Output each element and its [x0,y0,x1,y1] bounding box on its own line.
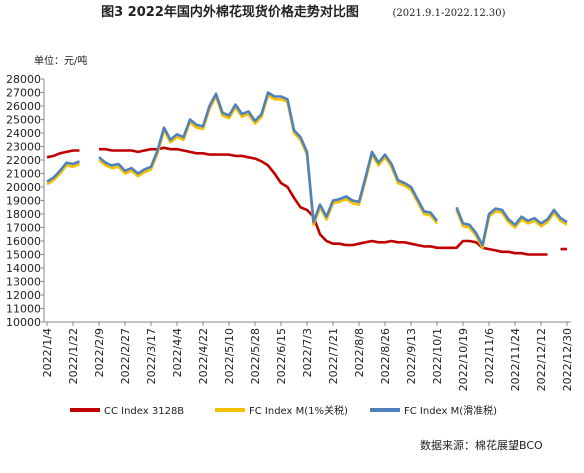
y-tick-label: 16000 [6,235,41,248]
legend-label: FC Index M(1%关税) [249,404,348,417]
y-tick-label: 11000 [6,303,41,316]
y-tick-label: 15000 [6,249,41,262]
y-tick-label: 20000 [6,181,41,194]
legend-label: CC Index 3128B [104,406,184,417]
y-tick-label: 27000 [6,87,41,100]
x-tick-label: 2022/8/26 [379,328,392,384]
x-tick-label: 2022/8/8 [353,328,366,377]
y-tick-label: 28000 [6,73,41,86]
x-tick-label: 2022/5/10 [223,328,236,384]
chart-subtitle: (2021.9.1-2022.12.30) [393,8,506,19]
y-tick-label: 17000 [6,222,41,235]
x-tick-label: 2022/4/4 [171,328,184,377]
x-tick-label: 2022/11/24 [509,328,522,391]
y-tick-label: 13000 [6,276,41,289]
series-line [46,91,568,247]
y-tick-label: 24000 [6,127,41,140]
x-tick-label: 2022/3/17 [145,328,158,384]
y-tick-label: 26000 [6,100,41,113]
series-line [46,146,567,256]
x-tick-label: 2022/12/30 [561,328,574,391]
y-tick-label: 22000 [6,154,41,167]
y-tick-label: 18000 [6,208,41,221]
x-tick-label: 2022/4/22 [197,328,210,384]
x-tick-label: 2022/1/4 [41,328,54,377]
y-tick-label: 10000 [6,316,41,329]
source-note: 数据来源：棉花展望BCO [420,438,543,452]
x-tick-label: 2022/12/12 [535,328,548,391]
x-tick-label: 2022/11/6 [483,328,496,384]
legend-label: FC Index M(滑准税) [404,404,497,417]
y-tick-label: 14000 [6,262,41,275]
x-tick-label: 2022/2/9 [93,328,106,377]
y-axis-label: 单位：元/吨 [34,54,87,67]
x-tick-label: 2022/9/13 [405,328,418,384]
x-tick-label: 2022/6/15 [275,328,288,384]
x-tick-label: 2022/5/28 [249,328,262,384]
chart-title: 图3 2022年国内外棉花现货价格走势对比图 [101,4,359,20]
y-tick-label: 23000 [6,141,41,154]
y-tick-label: 19000 [6,195,41,208]
x-tick-label: 2022/2/27 [119,328,132,384]
x-tick-label: 2022/7/21 [327,328,340,384]
x-tick-label: 2022/10/19 [457,328,470,391]
y-tick-label: 21000 [6,168,41,181]
x-tick-label: 2022/10/1 [431,328,444,384]
y-tick-label: 25000 [6,114,41,127]
x-tick-label: 2022/7/3 [301,328,314,377]
x-tick-label: 2022/1/22 [67,328,80,384]
y-tick-label: 12000 [6,289,41,302]
